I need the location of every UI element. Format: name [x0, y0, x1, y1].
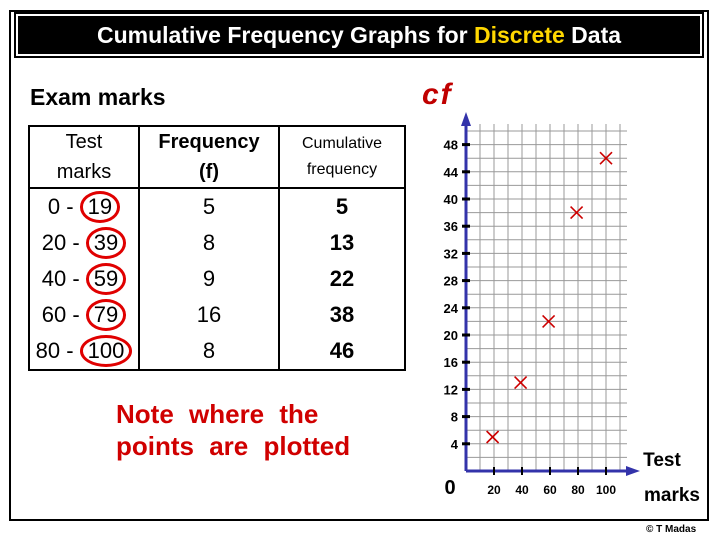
- title-prefix: Cumulative Frequency Graphs for: [96, 21, 474, 48]
- title-suffix: Data: [564, 21, 622, 48]
- data-point-cross: [599, 151, 613, 165]
- y-tick-label: 36: [444, 219, 458, 234]
- y-tick-label: 48: [444, 138, 458, 153]
- freq-cell: 8: [138, 333, 280, 371]
- table-row: 60 - 79 16 38: [28, 297, 406, 333]
- note-line-1: Note where the: [116, 399, 319, 429]
- range-start: 80 -: [35, 338, 80, 363]
- cum-cell: 22: [278, 261, 406, 297]
- range-end-circled: 59: [85, 263, 127, 295]
- table-row: 0 - 19 5 5: [28, 188, 406, 225]
- marks-cell: 80 - 100: [28, 333, 140, 371]
- cum-cell: 5: [278, 188, 406, 225]
- range-start: 20 -: [41, 230, 86, 255]
- y-tick-label: 12: [444, 382, 458, 397]
- x-tick-label: 100: [596, 483, 616, 497]
- data-point-cross: [486, 430, 500, 444]
- marks-cell: 60 - 79: [28, 297, 140, 333]
- y-axis-label: cf: [422, 78, 453, 111]
- header-marks-line2: marks: [56, 161, 112, 183]
- y-tick-label: 20: [444, 328, 458, 343]
- range-start: 60 -: [41, 302, 86, 327]
- freq-cell: 16: [138, 297, 280, 333]
- x-tick-label: 40: [515, 483, 529, 497]
- y-axis-arrow-icon: [461, 112, 471, 126]
- header-cumulative-line1: Cumulative: [301, 135, 383, 152]
- data-point-stroke: [486, 430, 500, 444]
- cum-cell: 38: [278, 297, 406, 333]
- range-end-circled: 79: [85, 299, 127, 331]
- freq-cell: 8: [138, 225, 280, 261]
- table-row: 20 - 39 8 13: [28, 225, 406, 261]
- cum-cell: 46: [278, 333, 406, 371]
- x-axis-label-line-2: marks: [644, 485, 700, 506]
- x-tick-label: 20: [487, 483, 501, 497]
- cum-cell: 13: [278, 225, 406, 261]
- header-frequency-line2: (f): [199, 161, 219, 183]
- y-tick-label: 16: [444, 355, 458, 370]
- freq-cell: 5: [138, 188, 280, 225]
- table-header-row: Test marks Frequency (f) Cumulative frequen…: [28, 125, 406, 189]
- header-marks: Test marks: [28, 125, 140, 189]
- data-point-cross: [514, 376, 528, 390]
- header-marks-line1: Test: [65, 131, 103, 153]
- slide-frame: [9, 10, 709, 521]
- x-tick-label: 80: [571, 483, 585, 497]
- freq-cell: 9: [138, 261, 280, 297]
- note-line-2: points are plotted: [116, 431, 351, 461]
- data-point-cross: [570, 206, 584, 220]
- data-point-stroke: [514, 376, 528, 390]
- y-tick-label: 28: [444, 274, 458, 289]
- title-highlight: Discrete: [474, 21, 565, 48]
- subtitle: Exam marks: [30, 84, 166, 110]
- range-end-circled: 100: [79, 335, 133, 367]
- header-frequency: Frequency (f): [138, 125, 280, 189]
- x-tick-label: 60: [543, 483, 557, 497]
- data-point-stroke: [570, 206, 584, 220]
- data-point-stroke: [599, 151, 613, 165]
- y-tick-label: 24: [444, 301, 459, 316]
- data-point-cross: [542, 314, 556, 328]
- range-start: 40 -: [41, 266, 86, 291]
- y-tick-label: 44: [444, 165, 459, 180]
- title-bar: Cumulative Frequency Graphs for Discrete…: [14, 12, 704, 58]
- table-row: 80 - 100 8 46: [28, 333, 406, 371]
- y-tick-label: 8: [451, 410, 458, 425]
- table-row: 40 - 59 9 22: [28, 261, 406, 297]
- origin-label: 0: [444, 477, 455, 499]
- marks-cell: 0 - 19: [28, 188, 140, 225]
- x-axis-arrow-icon: [626, 466, 640, 476]
- marks-cell: 40 - 59: [28, 261, 140, 297]
- copyright: © T Madas: [646, 524, 697, 535]
- frequency-table: Test marks Frequency (f) Cumulative frequen…: [28, 125, 406, 371]
- y-tick-label: 4: [451, 437, 459, 452]
- header-cumulative-line2: frequency: [306, 161, 378, 178]
- note-text: Note where the points are plotted: [116, 398, 350, 462]
- marks-cell: 20 - 39: [28, 225, 140, 261]
- range-end-circled: 39: [85, 227, 127, 259]
- header-frequency-line1: Frequency: [158, 131, 260, 153]
- y-tick-label: 32: [444, 246, 458, 261]
- x-axis-label-line-1: Test: [643, 450, 681, 471]
- y-tick-label: 40: [444, 192, 458, 207]
- range-end-circled: 19: [79, 191, 121, 223]
- range-start: 0 -: [47, 194, 80, 219]
- header-cumulative: Cumulative frequency: [278, 125, 406, 189]
- data-point-stroke: [542, 314, 556, 328]
